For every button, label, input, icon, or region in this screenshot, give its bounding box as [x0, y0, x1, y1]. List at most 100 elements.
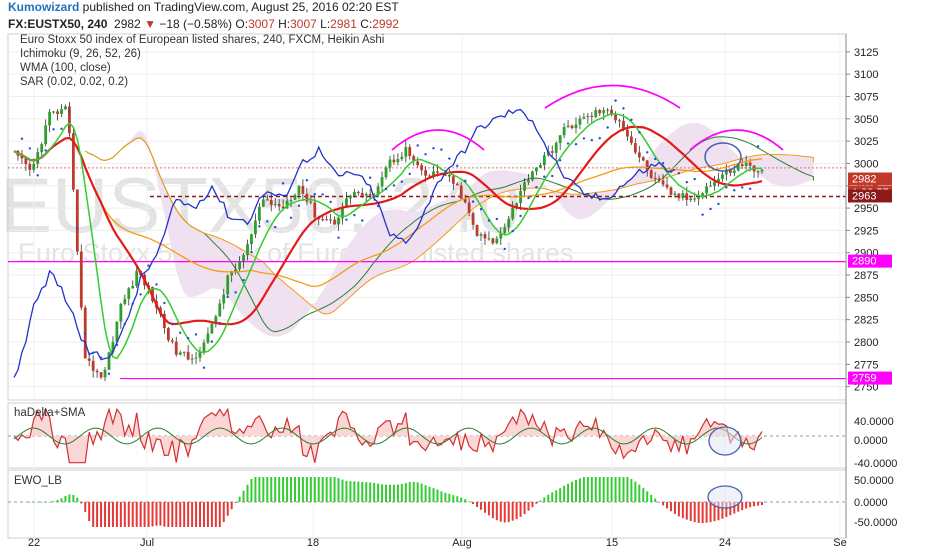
ewo-bar [238, 496, 241, 502]
hadelta-tick-label: 40.0000 [854, 416, 894, 428]
ewo-bar [92, 502, 95, 527]
ewo-bar [626, 477, 629, 502]
sar-dot [463, 179, 467, 183]
candle-body [606, 109, 610, 111]
pattern-arcs [391, 84, 784, 172]
ewo-bar [614, 477, 617, 502]
symbol-ticker[interactable]: FX:EUSTX50, 240 [8, 17, 108, 31]
sar-dot [519, 214, 522, 218]
ewo-bar [321, 477, 324, 502]
candle-body [570, 125, 574, 129]
ewo-bar [317, 477, 320, 502]
candle-body [396, 159, 400, 163]
candle-body [329, 219, 333, 221]
ewo-bar [84, 502, 87, 512]
candle-body [499, 233, 503, 239]
candle-body [265, 199, 269, 201]
ewo-bar [555, 490, 558, 502]
ewo-bar [175, 502, 178, 527]
sar-dot [274, 225, 277, 229]
sar-legend[interactable]: SAR (0.02, 0.02, 0.2) [20, 76, 129, 88]
ewo-bar [151, 502, 154, 527]
ewo-bar [179, 502, 182, 527]
price-axis[interactable]: 3125310030753050302530002975295029252900… [845, 34, 897, 538]
candle-body [135, 270, 139, 286]
wma-legend[interactable]: WMA (100, close) [20, 62, 111, 74]
candle-body [428, 175, 431, 177]
candle-body [732, 170, 736, 173]
ewo-bar [432, 488, 435, 502]
candle-body [198, 351, 202, 358]
sar-dot [503, 247, 506, 251]
sar-dot [20, 137, 24, 140]
ewo-bar [377, 483, 380, 502]
candle-body [301, 186, 305, 194]
candle-body [756, 171, 760, 173]
sar-dot [471, 200, 475, 203]
sar-dot [630, 118, 633, 122]
ewo-bar [559, 488, 562, 502]
ewo-pane-title[interactable]: EWO_LB [14, 475, 62, 487]
candle-body [653, 177, 657, 179]
candle-body [352, 191, 356, 196]
sar-dot [551, 174, 554, 178]
ewo-bar [539, 500, 542, 502]
candle-body [424, 170, 427, 176]
ewo-bar [278, 477, 281, 502]
ewo-bar [697, 502, 700, 523]
author-link[interactable]: Kumowizard [8, 0, 80, 14]
ewo-bar [757, 502, 760, 506]
candle-body [337, 218, 340, 225]
price-tick-label: 2875 [854, 270, 878, 282]
ewo-bar [519, 502, 522, 517]
ewo-bar [349, 481, 352, 502]
price-tag-label: 2963 [852, 190, 876, 202]
indicator-lines [13, 108, 763, 378]
candle-body [48, 111, 52, 126]
ewo-bar [40, 502, 43, 503]
ewo-bar [199, 502, 202, 527]
candle-body [760, 169, 764, 172]
sar-dot [511, 229, 514, 233]
candle-body [558, 135, 562, 143]
candle-body [455, 183, 459, 186]
hadelta-pane-title[interactable]: haDelta+SMA [14, 407, 86, 419]
sar-dot [756, 145, 760, 148]
candle-body [190, 358, 194, 360]
ewo-bar [167, 502, 170, 527]
ewo-bar [693, 502, 696, 523]
ewo-bar [503, 502, 506, 523]
ewo-bar [472, 502, 475, 504]
candle-body [281, 206, 285, 209]
candle-body [443, 174, 447, 176]
time-axis[interactable]: 22 Jul 18 Aug 15 24 Se [28, 537, 847, 549]
close-value: 2992 [372, 17, 399, 31]
candle-body [590, 115, 594, 117]
ewo-bar [436, 489, 439, 502]
ewo-bar [72, 494, 75, 502]
highlight-circle-main [704, 142, 742, 172]
right-shoulder-arc [689, 129, 784, 151]
sar-dot [68, 110, 71, 114]
candle-body [685, 193, 689, 201]
candle-body [622, 120, 625, 130]
sar-dot [669, 170, 673, 173]
price-tag [848, 172, 892, 186]
candle-body [491, 238, 495, 244]
ewo-bar [476, 502, 479, 507]
ewo-bar [400, 484, 403, 502]
ewo-bar [385, 484, 388, 502]
sar-dot [210, 340, 214, 343]
candle-body [345, 198, 348, 208]
ichimoku-legend[interactable]: Ichimoku (9, 26, 52, 26) [20, 48, 141, 60]
ewo-bar [729, 502, 732, 516]
low-value: 2981 [330, 17, 357, 31]
price-tag [848, 371, 892, 385]
candle-body [246, 244, 249, 256]
candle-body [689, 198, 693, 201]
ewo-bar [96, 502, 99, 527]
sar-dot [91, 351, 95, 355]
ewo-bar [329, 477, 332, 502]
candle-body [527, 180, 530, 183]
